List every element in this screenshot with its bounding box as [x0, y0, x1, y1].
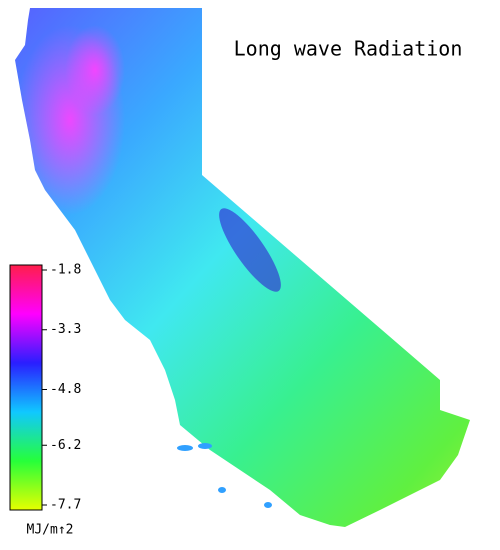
colorbar-tick-label: -1.8 [50, 263, 81, 278]
colorbar-tick-label: -3.3 [50, 322, 81, 337]
colorbar [9, 264, 43, 511]
colorbar-tick-label: -4.8 [50, 382, 81, 397]
map-title: Long wave Radiation [234, 37, 463, 61]
islands [177, 443, 272, 508]
colorbar-tick-label: -7.7 [50, 498, 81, 513]
colorbar-unit: MJ/m↑2 [27, 523, 74, 538]
colorbar-tick-label: -6.2 [50, 438, 81, 453]
